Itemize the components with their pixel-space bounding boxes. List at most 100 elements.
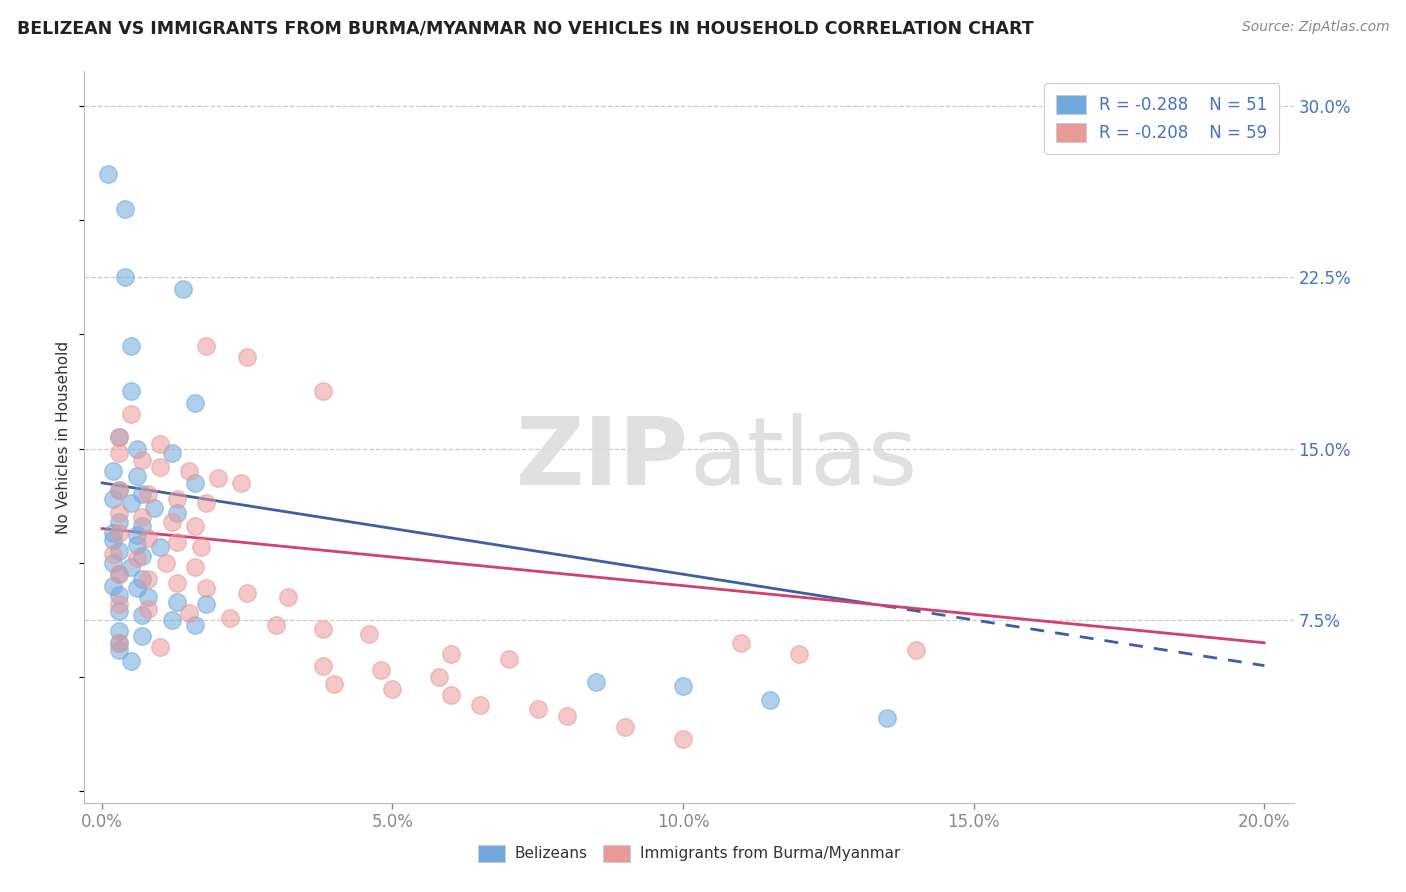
Point xyxy=(231,475,253,490)
Y-axis label: No Vehicles in Household: No Vehicles in Household xyxy=(56,341,72,533)
Point xyxy=(108,567,131,582)
Point xyxy=(439,689,461,703)
Point xyxy=(155,556,177,570)
Point xyxy=(172,281,194,295)
Point xyxy=(131,608,153,623)
Point xyxy=(166,535,188,549)
Point xyxy=(120,407,142,421)
Point xyxy=(672,679,695,693)
Point xyxy=(184,560,207,574)
Point xyxy=(108,567,131,582)
Point xyxy=(468,698,491,712)
Point xyxy=(108,506,131,520)
Point xyxy=(108,636,131,650)
Text: BELIZEAN VS IMMIGRANTS FROM BURMA/MYANMAR NO VEHICLES IN HOUSEHOLD CORRELATION C: BELIZEAN VS IMMIGRANTS FROM BURMA/MYANMA… xyxy=(17,20,1033,37)
Point xyxy=(166,576,188,591)
Point xyxy=(184,519,207,533)
Point xyxy=(125,469,148,483)
Text: ZIP: ZIP xyxy=(516,413,689,505)
Point xyxy=(136,590,159,604)
Point xyxy=(108,430,131,444)
Point xyxy=(277,590,299,604)
Point xyxy=(131,519,153,533)
Point xyxy=(120,496,142,510)
Point xyxy=(108,446,131,460)
Point xyxy=(555,709,578,723)
Point xyxy=(108,483,131,497)
Point xyxy=(120,384,142,399)
Point xyxy=(97,167,120,181)
Point xyxy=(166,506,188,520)
Point xyxy=(108,636,131,650)
Point xyxy=(103,547,125,561)
Point xyxy=(108,604,131,618)
Point xyxy=(131,549,153,563)
Point xyxy=(218,610,240,624)
Point xyxy=(103,464,125,478)
Point xyxy=(131,629,153,643)
Point xyxy=(498,652,520,666)
Point xyxy=(143,500,166,515)
Point xyxy=(236,350,259,364)
Point xyxy=(195,496,218,510)
Point xyxy=(195,597,218,611)
Point xyxy=(149,437,172,451)
Point xyxy=(876,711,898,725)
Point xyxy=(904,642,927,657)
Point xyxy=(614,720,637,734)
Point xyxy=(125,528,148,542)
Point xyxy=(149,640,172,655)
Point xyxy=(166,594,188,608)
Point xyxy=(236,585,259,599)
Point xyxy=(264,617,287,632)
Point xyxy=(312,658,335,673)
Point xyxy=(184,396,207,410)
Point xyxy=(136,601,159,615)
Point xyxy=(381,681,404,696)
Point xyxy=(108,430,131,444)
Point xyxy=(177,606,200,620)
Point xyxy=(120,560,142,574)
Point xyxy=(359,626,381,640)
Point xyxy=(195,339,218,353)
Point xyxy=(323,677,346,691)
Point xyxy=(103,491,125,506)
Point xyxy=(585,674,607,689)
Point xyxy=(672,731,695,746)
Point xyxy=(149,459,172,474)
Point xyxy=(207,471,229,485)
Point xyxy=(131,572,153,586)
Point xyxy=(177,464,200,478)
Point xyxy=(108,515,131,529)
Point xyxy=(160,446,183,460)
Point xyxy=(160,515,183,529)
Point xyxy=(125,442,148,456)
Point xyxy=(195,581,218,595)
Point xyxy=(131,453,153,467)
Point xyxy=(184,617,207,632)
Point xyxy=(108,544,131,558)
Point xyxy=(136,572,159,586)
Point xyxy=(108,588,131,602)
Point xyxy=(730,636,752,650)
Point xyxy=(125,537,148,551)
Point xyxy=(160,613,183,627)
Point xyxy=(108,642,131,657)
Point xyxy=(108,526,131,541)
Point xyxy=(427,670,450,684)
Point xyxy=(114,270,136,285)
Point xyxy=(108,597,131,611)
Text: Source: ZipAtlas.com: Source: ZipAtlas.com xyxy=(1241,20,1389,34)
Point xyxy=(103,579,125,593)
Point xyxy=(131,510,153,524)
Point xyxy=(103,526,125,541)
Point xyxy=(108,483,131,497)
Point xyxy=(166,491,188,506)
Point xyxy=(370,663,392,677)
Point xyxy=(184,475,207,490)
Point xyxy=(136,531,159,545)
Point xyxy=(312,384,335,399)
Point xyxy=(190,540,212,554)
Legend: Belizeans, Immigrants from Burma/Myanmar: Belizeans, Immigrants from Burma/Myanmar xyxy=(472,838,905,868)
Point xyxy=(120,339,142,353)
